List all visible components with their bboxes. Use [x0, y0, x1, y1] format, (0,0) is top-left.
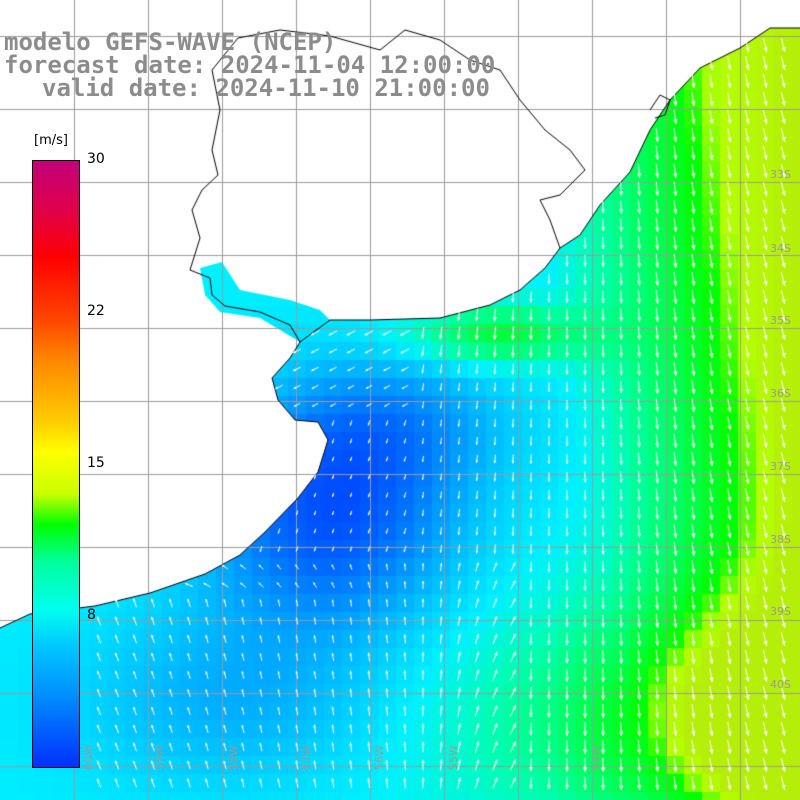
lon-label: 56W: [373, 745, 386, 770]
forecast-date: forecast date: 2024-11-04 12:00:00: [4, 51, 496, 79]
lat-label: 37S: [770, 460, 791, 473]
colorbar: [32, 160, 80, 768]
lon-label: 55W: [447, 745, 460, 770]
lat-label: 39S: [770, 605, 791, 618]
lon-label: 58W: [227, 745, 240, 770]
model-title: modelo GEFS-WAVE (NCEP): [4, 28, 337, 56]
lat-label: 38S: [770, 533, 791, 546]
colorbar-tick-15: 15: [87, 455, 105, 471]
valid-date: valid date: 2024-11-10 21:00:00: [42, 74, 490, 102]
colorbar-tick-30: 30: [87, 151, 105, 167]
lat-label: 36S: [770, 387, 791, 400]
lat-label: 33S: [770, 168, 791, 181]
colorbar-tick-22: 22: [87, 303, 105, 319]
lon-label: 60W: [82, 745, 95, 770]
lon-label: 54W: [590, 745, 603, 770]
lat-label: 34S: [770, 242, 791, 255]
lat-label: 40S: [770, 678, 791, 691]
lon-label: 59W: [153, 745, 166, 770]
lon-label: 57W: [300, 745, 313, 770]
colorbar-units: [m/s]: [34, 133, 68, 148]
lat-label: 35S: [770, 314, 791, 327]
colorbar-tick-8: 8: [87, 607, 96, 623]
